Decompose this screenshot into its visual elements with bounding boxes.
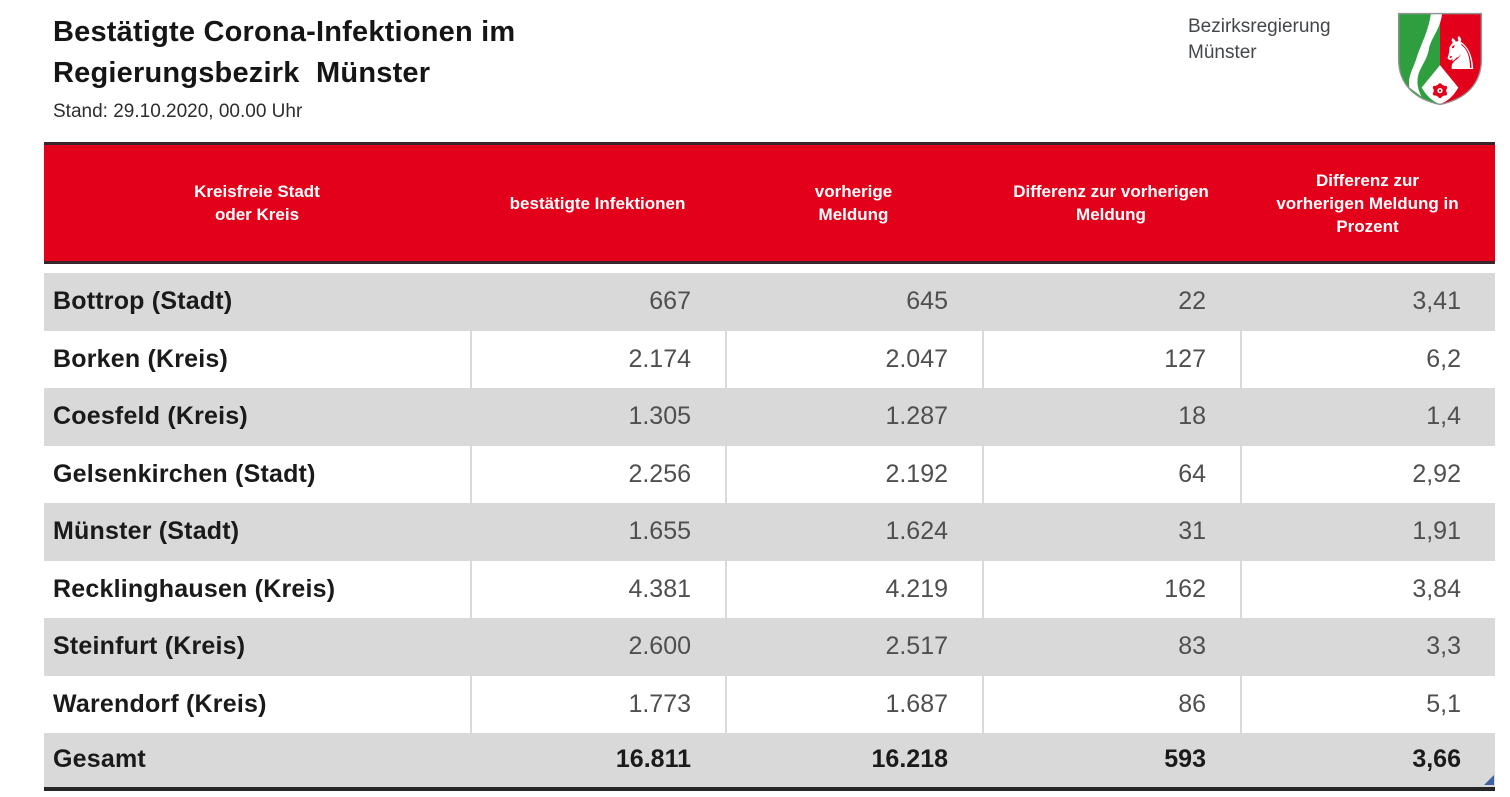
region-cell: Warendorf (Kreis) (53, 689, 267, 718)
table-row: Steinfurt (Kreis) 2.600 2.517 83 3,3 (44, 618, 1495, 676)
infection-table: Kreisfreie Stadt oder Kreis bestätigte I… (44, 142, 1495, 791)
table-row: Recklinghausen (Kreis) 4.381 4.219 162 3,84 (44, 560, 1495, 618)
title-block: Bestätigte Corona-Infektionen im Regieru… (53, 12, 515, 123)
org-name-line2: Münster (1188, 42, 1257, 63)
previous-cell: 645 (906, 287, 948, 316)
diff-cell: 86 (982, 675, 1240, 733)
table-row: Münster (Stadt) 1.655 1.624 31 1,91 (44, 503, 1495, 561)
table-row: Bottrop (Stadt) 667 645 22 3,41 (44, 273, 1495, 331)
region-cell: Münster (Stadt) (53, 517, 240, 546)
region-cell: Coesfeld (Kreis) (53, 402, 248, 431)
col-header-difference-pct: Differenz zur vorherigen Meldung in Proz… (1276, 170, 1459, 236)
table-row: Coesfeld (Kreis) 1.305 1.287 18 1,4 (44, 388, 1495, 446)
table-body: Bottrop (Stadt) 667 645 22 3,41 Borken (Kreis… (44, 273, 1495, 791)
diff-cell: 162 (982, 560, 1240, 618)
report-date: Stand: 29.10.2020, 00.00 Uhr (53, 101, 303, 122)
diff-cell: 18 (1178, 402, 1206, 431)
table-row: Borken (Kreis) 2.174 2.047 127 6,2 (44, 330, 1495, 388)
diff-pct-cell: 3,66 (1412, 745, 1461, 774)
confirmed-cell: 667 (649, 287, 691, 316)
page-title-line1: Bestätigte Corona-Infektionen im (53, 16, 516, 48)
diff-cell: 64 (982, 445, 1240, 503)
page-title-line2: Regierungsbezirk Münster (53, 57, 431, 89)
confirmed-cell: 2.256 (470, 445, 725, 503)
diff-pct-cell: 3,41 (1412, 287, 1461, 316)
confirmed-cell: 2.600 (628, 632, 691, 661)
region-cell: Bottrop (Stadt) (53, 287, 233, 316)
diff-cell: 83 (1178, 632, 1206, 661)
previous-cell: 1.624 (885, 517, 948, 546)
region-cell: Gesamt (53, 745, 146, 774)
diff-cell: 22 (1178, 287, 1206, 316)
diff-cell: 593 (1164, 745, 1206, 774)
diff-pct-cell: 1,4 (1426, 402, 1461, 431)
diff-pct-cell: 1,91 (1412, 517, 1461, 546)
col-header-confirmed: bestätigte Infektionen (509, 193, 686, 213)
previous-cell: 2.517 (885, 632, 948, 661)
diff-pct-cell: 5,1 (1240, 675, 1495, 733)
table-header-row: Kreisfreie Stadt oder Kreis bestätigte I… (44, 142, 1495, 264)
col-header-difference: Differenz zur vorherigen Meldung (1013, 182, 1209, 224)
table-total-row: Gesamt 16.811 16.218 593 3,66 (44, 733, 1495, 791)
horse-icon: ♞ (1440, 27, 1480, 80)
region-cell: Recklinghausen (Kreis) (53, 574, 336, 603)
region-cell: Steinfurt (Kreis) (53, 632, 246, 661)
diff-pct-cell: 3,3 (1426, 632, 1461, 661)
nrw-coat-of-arms-icon: ♞ (1397, 12, 1483, 106)
rose-icon (1432, 83, 1448, 99)
confirmed-cell: 1.773 (470, 675, 725, 733)
confirmed-cell: 1.655 (628, 517, 691, 546)
previous-cell: 4.219 (725, 560, 982, 618)
previous-cell: 16.218 (871, 745, 948, 774)
corner-marker-icon (1484, 774, 1494, 785)
previous-cell: 1.287 (885, 402, 948, 431)
previous-cell: 2.192 (725, 445, 982, 503)
col-header-previous: vorherige Meldung (814, 182, 893, 224)
previous-cell: 2.047 (725, 330, 982, 388)
org-name: Bezirksregierung Münster (1188, 14, 1331, 66)
confirmed-cell: 16.811 (615, 745, 691, 774)
confirmed-cell: 4.381 (470, 560, 725, 618)
org-name-line1: Bezirksregierung (1188, 16, 1331, 37)
table-row: Gelsenkirchen (Stadt) 2.256 2.192 64 2,92 (44, 445, 1495, 503)
previous-cell: 1.687 (725, 675, 982, 733)
confirmed-cell: 1.305 (628, 402, 691, 431)
table-row: Warendorf (Kreis) 1.773 1.687 86 5,1 (44, 675, 1495, 733)
diff-cell: 31 (1178, 517, 1206, 546)
confirmed-cell: 2.174 (470, 330, 725, 388)
col-header-region: Kreisfreie Stadt oder Kreis (194, 182, 320, 224)
river-band-icon (1408, 14, 1443, 97)
diff-pct-cell: 6,2 (1240, 330, 1495, 388)
diff-pct-cell: 3,84 (1240, 560, 1495, 618)
region-cell: Gelsenkirchen (Stadt) (53, 459, 316, 488)
region-cell: Borken (Kreis) (53, 344, 229, 373)
diff-cell: 127 (982, 330, 1240, 388)
diff-pct-cell: 2,92 (1240, 445, 1495, 503)
